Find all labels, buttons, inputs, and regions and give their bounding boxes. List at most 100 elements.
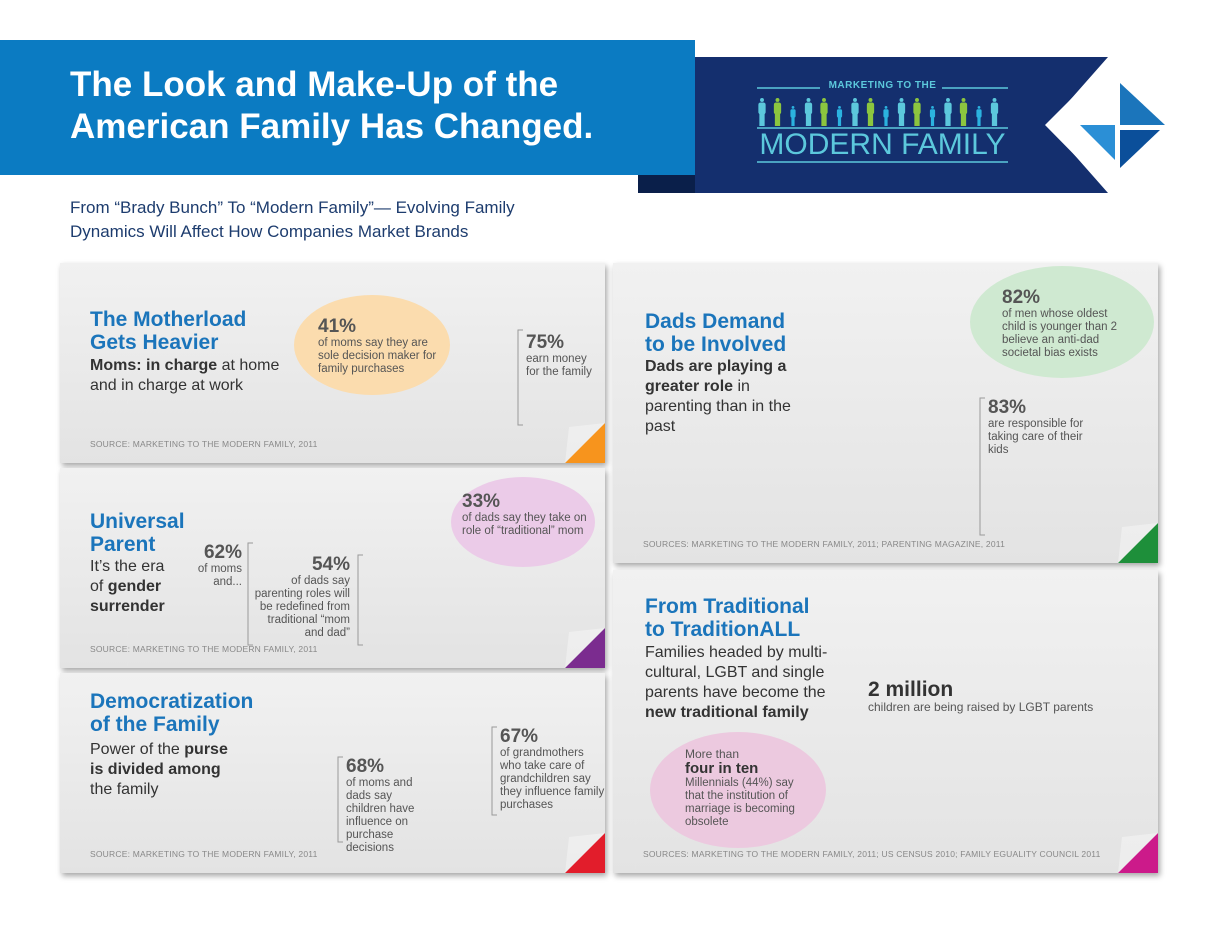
figure-body xyxy=(804,102,813,115)
panel-corner xyxy=(1118,833,1158,873)
figure-body xyxy=(851,102,859,115)
figure-leg xyxy=(761,113,765,126)
stat: 67% of grandmothers who take care of gran… xyxy=(500,727,605,812)
body-text: It’s the era of xyxy=(90,558,165,595)
body-text: Power of the xyxy=(90,741,185,758)
panel-corner xyxy=(1118,523,1158,563)
figure-leg xyxy=(960,113,964,126)
figure-head xyxy=(822,98,826,102)
body-text: gender surrender xyxy=(90,578,165,615)
stat: 54% of dads say parenting roles will be r… xyxy=(250,555,350,640)
panel-title: Democratization of the Family xyxy=(90,690,253,736)
subtitle: From “Brady Bunch” To “Modern Family”— E… xyxy=(70,196,515,244)
speech-bubble xyxy=(451,477,595,567)
stat-text: of dads say parenting roles will be rede… xyxy=(254,575,350,639)
person-figure xyxy=(990,98,999,126)
header-bar xyxy=(0,40,695,175)
figure-leg xyxy=(885,117,888,126)
figure-head xyxy=(853,98,857,102)
figure-head xyxy=(961,98,966,102)
person-figure xyxy=(773,98,782,126)
figure-body xyxy=(990,102,999,115)
stat-lead: More than xyxy=(685,747,740,761)
bracket xyxy=(979,397,985,536)
panel-corner xyxy=(565,628,605,668)
panel-body: Power of the purse is divided among the … xyxy=(90,740,240,800)
stat-text: Millennials (44%) say that the instituti… xyxy=(685,777,795,828)
stat: 68% of moms and dads say children have in… xyxy=(346,757,434,855)
figure-body xyxy=(913,102,921,115)
figure-head xyxy=(838,106,841,109)
figure-leg xyxy=(977,117,980,126)
body-text: at home and in charge at work xyxy=(90,357,280,394)
bracket xyxy=(247,542,253,646)
speech-bubble xyxy=(970,266,1154,378)
stat-text: earn money for the family xyxy=(526,353,592,378)
header-fold xyxy=(638,175,695,193)
panel-body: Dads are playing a greater role in paren… xyxy=(645,357,795,437)
panel-corner xyxy=(565,833,605,873)
figure-leg xyxy=(821,113,825,126)
figure-leg xyxy=(837,117,840,126)
figure-leg xyxy=(930,117,933,126)
figure-body xyxy=(897,102,906,115)
person-figure xyxy=(913,98,921,126)
figure-body xyxy=(758,102,766,115)
figure-leg xyxy=(854,113,858,126)
bracket xyxy=(337,756,343,843)
panel xyxy=(60,673,605,873)
figure-body xyxy=(790,109,796,118)
figure-head xyxy=(931,106,934,109)
stat-value: 68% xyxy=(346,756,385,777)
body-text: in parenting than in the past xyxy=(645,378,791,435)
stat: More than four in ten Millennials (44%) sa… xyxy=(685,748,797,829)
panel-title: Universal Parent xyxy=(90,510,185,556)
figure-leg xyxy=(963,113,967,126)
stat-value: 75% xyxy=(526,332,565,353)
logo-diamond-part xyxy=(1080,125,1115,160)
figure-leg xyxy=(792,117,795,126)
figure-leg xyxy=(777,113,781,126)
title-line: The Look and Make-Up of the xyxy=(70,65,559,104)
figure-leg xyxy=(867,113,871,126)
logo-diamond-part xyxy=(1120,130,1160,168)
body-text: Moms: in charge xyxy=(90,357,218,374)
figure-body xyxy=(836,109,843,118)
figure-leg xyxy=(978,117,981,126)
figure-body xyxy=(883,109,889,118)
panel-body: It’s the era of gender surrender xyxy=(90,557,175,617)
figure-leg xyxy=(884,117,887,126)
panel-title: Dads Demand to be Involved xyxy=(645,310,786,356)
panel-title-line: Parent xyxy=(90,533,156,556)
stat: 2 million children are being raised by LG… xyxy=(868,679,1138,714)
figure-leg xyxy=(947,113,951,126)
stat-value: 82% xyxy=(1002,287,1041,308)
stat-value: 2 million xyxy=(868,678,954,701)
figure-leg xyxy=(916,113,920,126)
stat-text: of dads say they take on role of “tradit… xyxy=(462,512,587,537)
stat: 33% of dads say they take on role of “tra… xyxy=(462,492,592,538)
figure-leg xyxy=(839,117,842,126)
figure-body xyxy=(959,102,968,115)
figure-leg xyxy=(759,113,763,126)
stat-value: 54% xyxy=(311,554,350,575)
figure-head xyxy=(868,98,873,102)
panel-corner-fold xyxy=(1118,523,1158,563)
panel-source: SOURCES: MARKETING TO THE MODERN FAMILY,… xyxy=(643,539,1005,549)
panel-corner-fold xyxy=(565,628,605,668)
stat-value: four in ten xyxy=(685,760,759,777)
logo-top: MARKETING TO THE xyxy=(828,80,937,91)
person-figure xyxy=(790,106,796,126)
figure-leg xyxy=(914,113,918,126)
bracket xyxy=(357,554,363,646)
panel-title-line: The Motherload xyxy=(90,308,247,331)
panel-title-line: to be Involved xyxy=(645,333,787,356)
stat-text: of moms and... xyxy=(197,563,242,588)
figure-leg xyxy=(991,113,995,126)
figure-head xyxy=(806,98,811,102)
stat-text: children are being raised by LGBT parent… xyxy=(868,700,1094,714)
figure-body xyxy=(773,102,782,115)
stat-text: of men whose oldest child is younger tha… xyxy=(1002,308,1118,359)
figure-leg xyxy=(870,113,874,126)
panel-title-line: to TraditionALL xyxy=(645,618,801,641)
